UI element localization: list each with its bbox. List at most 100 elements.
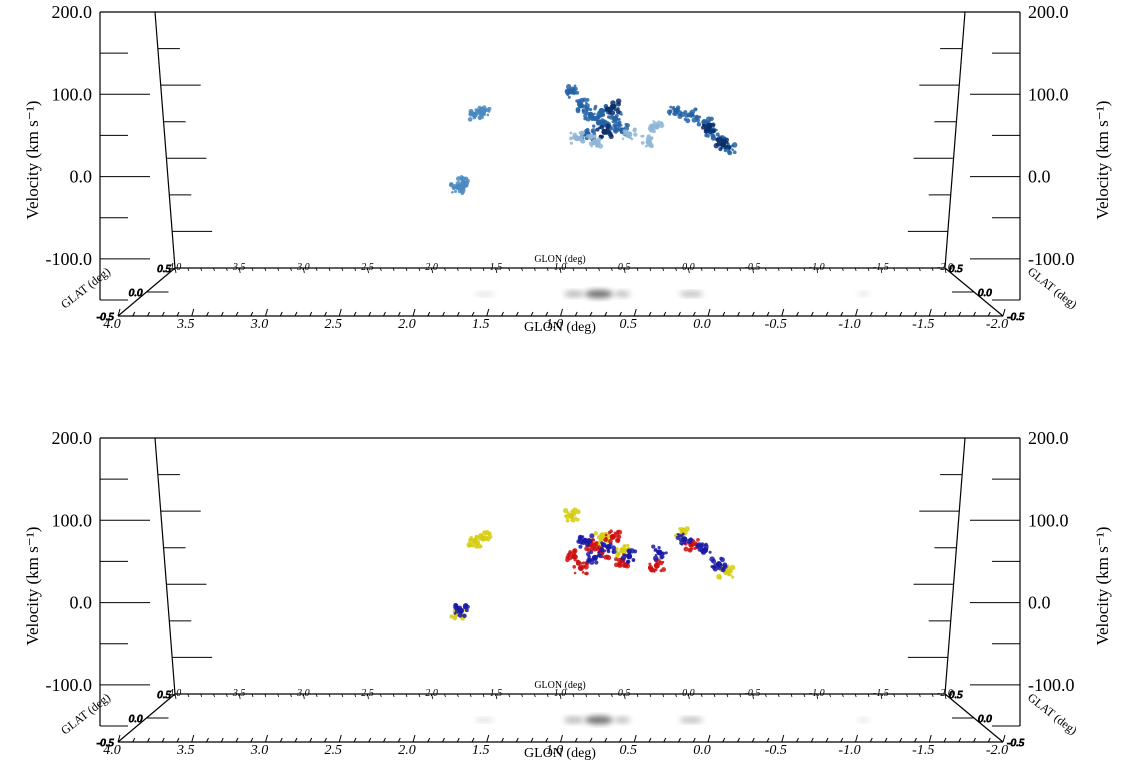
y-axis-label-right: Velocity (km s⁻¹) xyxy=(1093,101,1112,220)
x-tick-mark xyxy=(161,311,165,317)
x-tick-mark xyxy=(751,311,755,317)
data-point-scatter xyxy=(717,135,721,138)
x-tick-mark xyxy=(521,693,523,698)
x-tick-mark xyxy=(559,693,562,700)
y-tick-label: 200.0 xyxy=(1028,2,1069,22)
x-tick-mark xyxy=(264,267,267,272)
x-tick-mark xyxy=(251,267,254,272)
data-point-scatter xyxy=(482,535,489,541)
data-point-scatter xyxy=(474,108,478,112)
data-point-scatter xyxy=(693,546,697,551)
x-tick-mark xyxy=(418,693,421,698)
x-tick-mark xyxy=(796,737,799,743)
data-point-scatter xyxy=(661,567,667,572)
data-point-scatter xyxy=(599,125,605,130)
x-tick-mark xyxy=(943,737,947,743)
data-point-scatter xyxy=(706,122,712,128)
data-point-scatter xyxy=(457,189,462,194)
data-point-scatter xyxy=(615,537,621,544)
floor-emission xyxy=(614,291,631,297)
data-point-scatter xyxy=(611,548,617,555)
x-tick-mark xyxy=(700,693,703,698)
z-tick-label: 0.5 xyxy=(949,263,963,275)
x-tick-mark xyxy=(392,693,395,698)
y-tick-label: -100.0 xyxy=(1028,249,1075,269)
x-tick-mark xyxy=(456,267,459,272)
data-point-scatter xyxy=(570,518,574,522)
data-point-scatter xyxy=(644,144,648,148)
data-point-scatter xyxy=(696,122,702,127)
data-point-scatter xyxy=(581,535,585,539)
x-tick-mark xyxy=(250,737,254,743)
x-tick-mark xyxy=(495,267,498,274)
x-tick-mark xyxy=(855,308,858,317)
x-tick-label: 4.0 xyxy=(103,743,121,758)
data-point-scatter xyxy=(685,118,691,124)
x-tick-mark xyxy=(663,737,667,743)
data-point-scatter xyxy=(727,568,733,574)
data-point-scatter xyxy=(569,141,573,145)
x-tick-mark xyxy=(906,267,908,272)
x-tick-mark xyxy=(739,267,742,272)
x-tick-mark xyxy=(928,308,932,317)
x-tick-mark xyxy=(279,311,283,317)
x-tick-label: 2.5 xyxy=(361,688,374,699)
data-point-scatter xyxy=(731,148,734,151)
x-tick-mark xyxy=(174,693,177,700)
x-tick-mark xyxy=(545,737,549,743)
x-tick-mark xyxy=(589,737,593,743)
data-point-scatter xyxy=(683,110,688,115)
data-point-scatter xyxy=(651,129,656,134)
x-tick-mark xyxy=(469,693,472,698)
x-tick-mark xyxy=(906,693,908,698)
x-tick-mark xyxy=(294,311,298,317)
data-point-scatter xyxy=(622,133,625,136)
y-tick-label: 100.0 xyxy=(1028,510,1069,530)
x-tick-mark xyxy=(294,737,298,743)
data-point-scatter xyxy=(607,530,612,535)
data-point-scatter xyxy=(715,137,719,142)
data-point-scatter xyxy=(625,135,628,138)
x-tick-mark xyxy=(636,693,639,698)
data-point-scatter xyxy=(710,134,716,140)
x-tick-label: 0.0 xyxy=(682,262,695,273)
data-point-scatter xyxy=(584,103,590,109)
x-tick-mark xyxy=(918,267,921,272)
x-tick-mark xyxy=(309,737,313,743)
floor-emission xyxy=(564,717,585,723)
data-point-scatter xyxy=(449,614,454,619)
x-tick-mark xyxy=(444,693,446,698)
x-tick-mark xyxy=(623,267,626,274)
x-tick-mark xyxy=(117,734,121,743)
data-point-scatter xyxy=(606,129,612,135)
data-point-scatter xyxy=(648,124,653,128)
data-point-scatter xyxy=(652,121,658,127)
x-tick-mark xyxy=(662,693,665,698)
data-point-scatter xyxy=(696,542,703,548)
x-tick-label: 0.0 xyxy=(693,317,711,332)
data-point-scatter xyxy=(594,560,599,565)
x-tick-mark xyxy=(739,693,742,698)
data-point-scatter xyxy=(604,106,611,112)
x-tick-mark xyxy=(777,693,780,698)
data-point-scatter xyxy=(608,134,614,140)
x-tick-mark xyxy=(687,267,690,274)
data-point-scatter xyxy=(468,111,474,117)
x-tick-label: 0.5 xyxy=(620,743,638,758)
data-point-scatter xyxy=(455,176,461,182)
data-point-scatter xyxy=(474,534,478,539)
x-tick-mark xyxy=(914,311,917,317)
x-tick-label: 1.0 xyxy=(554,262,567,273)
floor-emission xyxy=(474,718,495,722)
data-point-scatter xyxy=(601,121,605,125)
data-point-scatter xyxy=(653,549,657,552)
data-point-scatter xyxy=(464,183,469,188)
x-tick-mark xyxy=(803,267,806,272)
data-point-scatter xyxy=(609,126,614,131)
x-tick-mark xyxy=(604,737,608,743)
x-tick-mark xyxy=(619,311,622,317)
x-tick-mark xyxy=(781,734,785,743)
x-tick-mark xyxy=(841,267,844,272)
data-point-scatter xyxy=(727,149,732,155)
